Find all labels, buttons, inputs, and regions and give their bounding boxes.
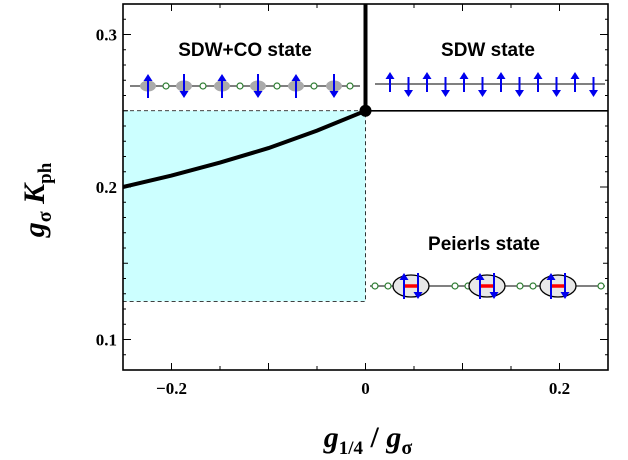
spin-down-arrowhead	[179, 91, 189, 98]
spin-down-arrowhead	[552, 90, 561, 97]
spin-down-arrowhead	[478, 90, 487, 97]
x-axis-title: g1/4 / gσ	[323, 421, 413, 459]
y-tick-label: 0.2	[96, 178, 117, 197]
lattice-site	[371, 282, 379, 290]
spin-up-arrowhead	[143, 74, 153, 81]
x-tick-label: 0	[361, 379, 370, 398]
lattice-sdw-co-illustration	[130, 74, 360, 98]
spin-down-arrowhead	[404, 90, 413, 97]
spin-up-arrowhead	[475, 273, 485, 280]
lattice-site	[199, 82, 207, 90]
spin-down-arrowhead	[489, 292, 499, 299]
region-label-sdw: SDW state	[441, 40, 535, 61]
spin-up-arrowhead	[546, 273, 556, 280]
region-label-peierls: Peierls state	[428, 234, 540, 255]
lattice-site	[162, 82, 170, 90]
lattice-site	[236, 82, 244, 90]
spin-up-arrowhead	[385, 72, 395, 79]
x-tick-label: −0.2	[156, 379, 187, 398]
y-tick-label: 0.3	[96, 26, 117, 45]
spin-up-arrowhead	[399, 273, 409, 280]
y-axis-title: gσ Kph	[18, 162, 56, 238]
boundary-curve-sdw-co-peierls	[122, 108, 367, 189]
spin-up-arrowhead	[459, 72, 469, 79]
spin-down-arrowhead	[589, 90, 598, 97]
shaded-region	[122, 110, 366, 302]
lattice-site	[310, 82, 318, 90]
x-tick-label: 0.2	[549, 379, 570, 398]
spin-down-arrowhead	[413, 292, 423, 299]
lattice-site	[384, 282, 392, 290]
spin-down-arrowhead	[441, 90, 450, 97]
lattice-site	[529, 282, 537, 290]
spin-up-arrowhead	[496, 72, 506, 79]
spin-up-arrowhead	[422, 72, 432, 79]
lattice-sdw-illustration	[375, 72, 605, 97]
lattice-site	[516, 282, 524, 290]
y-tick-label: 0.1	[96, 331, 117, 350]
spin-down-arrowhead	[329, 91, 339, 98]
spin-down-arrowhead	[560, 292, 570, 299]
spin-down-arrowhead	[515, 90, 524, 97]
spin-down-arrowhead	[253, 91, 263, 98]
region-label-sdw-co: SDW+CO state	[178, 40, 312, 61]
spin-up-arrowhead	[533, 72, 543, 79]
lattice-site	[346, 82, 354, 90]
lattice-site	[273, 82, 281, 90]
spin-up-arrowhead	[570, 72, 580, 79]
critical-point	[359, 104, 372, 117]
lattice-site	[597, 282, 605, 290]
lattice-site	[451, 282, 459, 290]
plot-frame	[122, 3, 609, 371]
spin-up-arrowhead	[291, 74, 301, 81]
spin-up-arrowhead	[217, 74, 227, 81]
lattice-peierls-illustration	[370, 273, 605, 299]
